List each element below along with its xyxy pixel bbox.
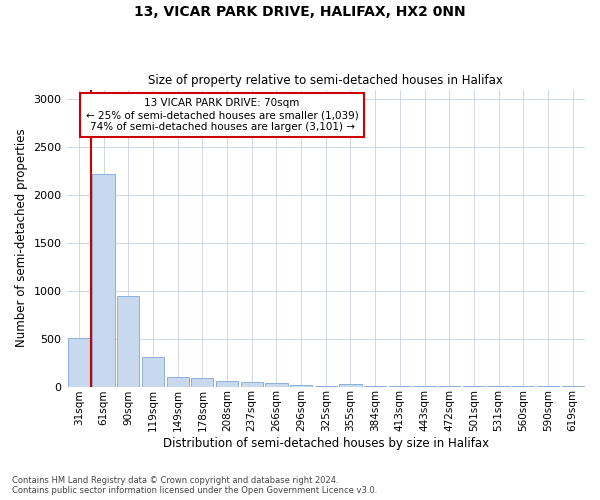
- Bar: [92, 174, 115, 386]
- Bar: [191, 378, 214, 386]
- Bar: [216, 381, 238, 386]
- Bar: [265, 383, 287, 386]
- Bar: [68, 338, 90, 386]
- Bar: [117, 296, 139, 386]
- Bar: [290, 384, 312, 386]
- Text: 13, VICAR PARK DRIVE, HALIFAX, HX2 0NN: 13, VICAR PARK DRIVE, HALIFAX, HX2 0NN: [134, 5, 466, 19]
- Bar: [167, 377, 189, 386]
- Y-axis label: Number of semi-detached properties: Number of semi-detached properties: [15, 128, 28, 348]
- Bar: [241, 382, 263, 386]
- X-axis label: Distribution of semi-detached houses by size in Halifax: Distribution of semi-detached houses by …: [163, 437, 489, 450]
- Text: 13 VICAR PARK DRIVE: 70sqm
← 25% of semi-detached houses are smaller (1,039)
74%: 13 VICAR PARK DRIVE: 70sqm ← 25% of semi…: [86, 98, 358, 132]
- Title: Size of property relative to semi-detached houses in Halifax: Size of property relative to semi-detach…: [148, 74, 503, 87]
- Text: Contains HM Land Registry data © Crown copyright and database right 2024.
Contai: Contains HM Land Registry data © Crown c…: [12, 476, 377, 495]
- Bar: [142, 358, 164, 386]
- Bar: [340, 384, 362, 386]
